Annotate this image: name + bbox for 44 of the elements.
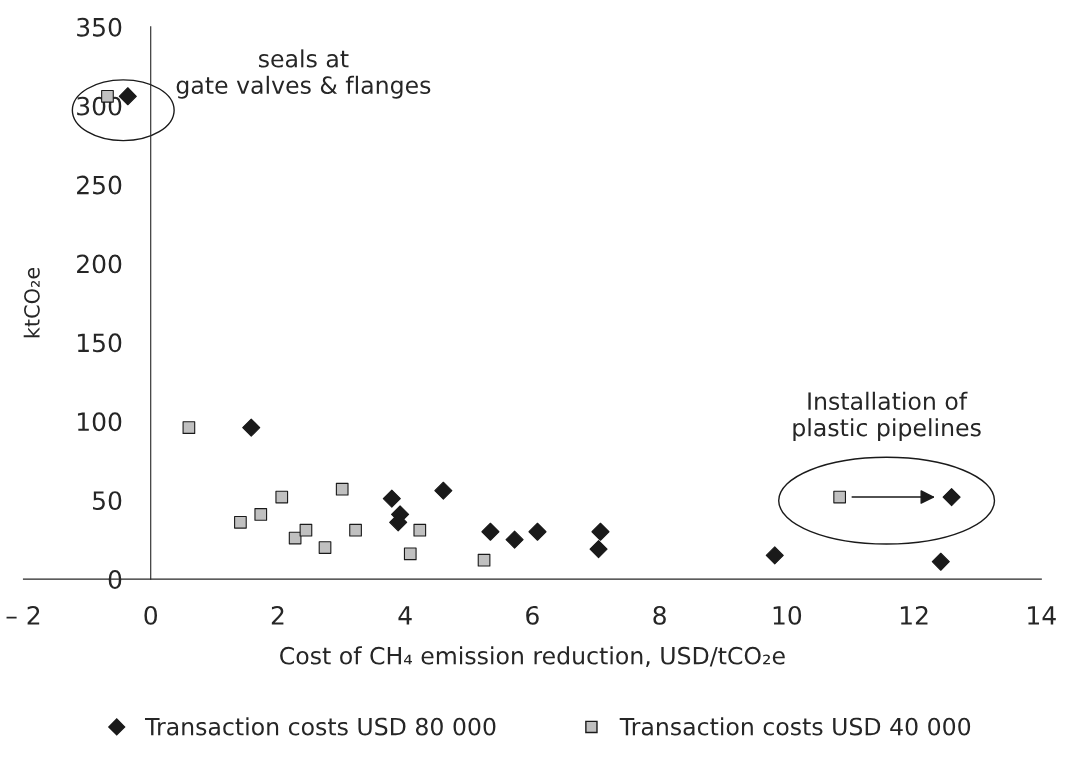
- point: [382, 489, 401, 508]
- x-tick-label: 6: [526, 605, 539, 625]
- legend-label: Transaction costs USD 40 000: [619, 717, 971, 736]
- y-tick-label: 200: [77, 254, 122, 274]
- point: [349, 523, 362, 537]
- point: [942, 487, 961, 507]
- x-tick-label: 12: [900, 605, 928, 625]
- y-tick-label: 150: [77, 333, 122, 353]
- annotation: Installation of plastic pipelines: [793, 391, 981, 442]
- x-tick-label: 4: [398, 606, 412, 625]
- x-tick-label: 0: [144, 605, 158, 625]
- point: [765, 546, 784, 565]
- y-tick-label: 100: [77, 412, 122, 432]
- point: [477, 553, 491, 567]
- point: [275, 490, 289, 504]
- point: [299, 523, 313, 537]
- x-tick-label: – 2: [6, 605, 40, 625]
- x-tick-label: 10: [773, 605, 802, 625]
- point: [505, 530, 524, 549]
- point: [318, 541, 332, 554]
- x-axis-title: Cost of CH₄ emission reduction, USD/tCO₂e: [280, 646, 785, 668]
- point: [234, 515, 247, 529]
- point: [434, 481, 453, 500]
- point: [182, 421, 196, 434]
- point: [481, 522, 500, 541]
- point: [591, 522, 610, 541]
- y-axis-title: ktCO₂e: [23, 267, 40, 338]
- point: [403, 547, 417, 561]
- point: [254, 508, 268, 521]
- y-tick-label: 250: [77, 175, 122, 195]
- x-tick-label: 14: [1028, 606, 1056, 625]
- y-tick-label: 50: [93, 491, 122, 511]
- annotation: seals at gate valves & flanges: [176, 49, 431, 99]
- y-tick-label: 350: [77, 17, 122, 37]
- point: [833, 490, 847, 504]
- point: [413, 523, 427, 537]
- point: [528, 522, 547, 541]
- x-tick-label: 8: [653, 605, 666, 625]
- point: [931, 552, 950, 571]
- x-tick-label: 2: [271, 605, 284, 625]
- point: [335, 482, 349, 496]
- point: [242, 418, 261, 437]
- point: [589, 540, 608, 559]
- legend-label: Transaction costs USD 80 000: [144, 717, 496, 736]
